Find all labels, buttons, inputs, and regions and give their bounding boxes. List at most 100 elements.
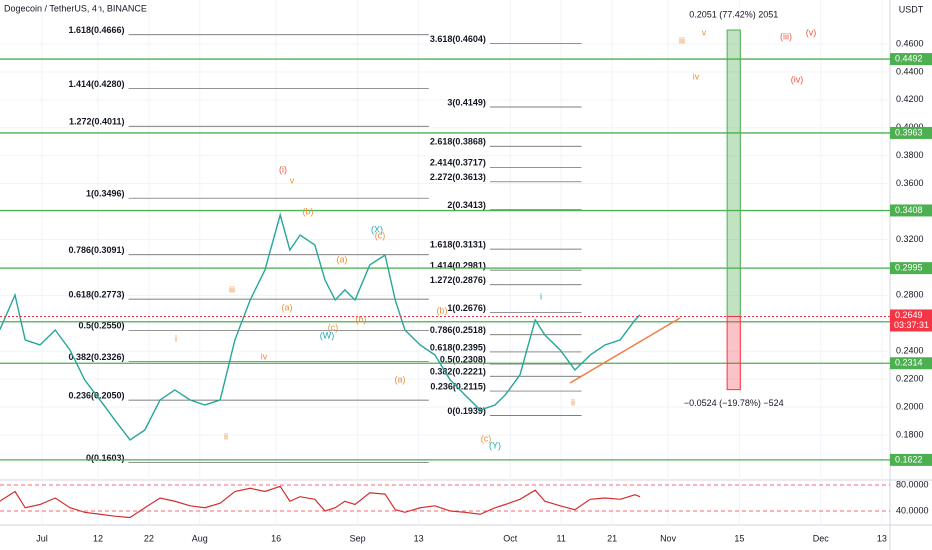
fib-label: 0.618(0.2395): [430, 342, 486, 352]
wave-label: ii: [224, 431, 228, 441]
price-line: [0, 212, 641, 441]
fib-label: 0.236(0.2115): [430, 381, 486, 391]
wave-label: (c): [375, 230, 386, 240]
y-tick-label: 0.3200: [896, 234, 924, 244]
stop-zone: [726, 315, 741, 391]
y-tick-label: 0.4200: [896, 94, 924, 104]
y-tick-label: 0.1800: [896, 429, 924, 439]
header-title: Dogecoin / TetherUS, 4h, BINANCE: [4, 3, 147, 13]
x-tick-label: Nov: [660, 533, 677, 543]
wave-label: (b): [303, 206, 314, 216]
level-tag: [890, 262, 932, 275]
x-tick-label: 15: [734, 533, 744, 543]
rsi-tick-label: 80.0000: [896, 479, 929, 489]
level-tag-label: 0.4492: [895, 53, 923, 63]
y-tick-label: 0.3600: [896, 178, 924, 188]
fib-label: 1.414(0.2981): [430, 260, 486, 270]
rsi-tick-label: 40.0000: [896, 505, 929, 515]
x-tick-label: 16: [271, 533, 281, 543]
stop-label: −0.0524 (−19.78%) −524: [684, 398, 784, 408]
y-tick-label: 0.2400: [896, 346, 924, 356]
fib-label: 1.272(0.4011): [69, 117, 125, 127]
currency: USDT: [899, 4, 924, 14]
fib-label: 1.618(0.3131): [430, 240, 486, 250]
wave-label: (c): [328, 322, 339, 332]
target-label: 0.2051 (77.42%) 2051: [689, 9, 778, 19]
wave-label: (W): [320, 330, 335, 340]
x-tick-label: 13: [877, 533, 887, 543]
wave-label: (v): [806, 27, 817, 37]
fib-label: 0(0.1939): [447, 406, 486, 416]
level-tag: [890, 204, 932, 217]
wave-label: iii: [229, 284, 235, 294]
fib-label: 0.786(0.2518): [430, 325, 486, 335]
level-tag: [890, 53, 932, 66]
wave-label: i: [175, 333, 177, 343]
wave-label: (i): [279, 164, 287, 174]
level-tag-label: 0.3963: [895, 127, 923, 137]
x-tick-label: 22: [144, 533, 154, 543]
y-tick-label: 0.3800: [896, 150, 924, 160]
wave-label: (iv): [791, 74, 804, 84]
wave-label: (iii): [780, 31, 792, 41]
wave-label: (a): [395, 374, 406, 384]
fib-label: 2.414(0.3717): [430, 158, 486, 168]
wave-label: ii: [571, 397, 575, 407]
x-tick-label: 13: [414, 533, 424, 543]
y-tick-label: 0.2200: [896, 374, 924, 384]
fib-label: 0.382(0.2221): [430, 367, 486, 377]
x-tick-label: Dec: [813, 533, 830, 543]
wave-label: (Y): [489, 440, 501, 450]
x-tick-label: Jul: [36, 533, 48, 543]
x-tick-label: 11: [557, 533, 566, 543]
level-tag: [890, 453, 932, 466]
wave-label: (a): [337, 254, 348, 264]
y-tick-label: 0.4600: [896, 38, 924, 48]
fib-label: 0.618(0.2773): [68, 290, 124, 300]
fib-label: 0.382(0.2326): [68, 352, 124, 362]
wave-label: iii: [679, 35, 685, 45]
y-tick-label: 0.4400: [896, 66, 924, 76]
fib-label: 0.5(0.2550): [78, 321, 124, 331]
level-tag-label: 0.3408: [895, 205, 923, 215]
fib-label: 2(0.3413): [447, 200, 486, 210]
fib-label: 1(0.2676): [447, 303, 486, 313]
x-tick-label: Aug: [192, 533, 208, 543]
wave-label: (X): [371, 224, 383, 234]
level-tag: [890, 126, 932, 139]
fib-label: 1.618(0.4666): [68, 25, 124, 35]
fib-label: 1.414(0.4280): [68, 79, 124, 89]
y-tick-label: 0.2800: [896, 290, 924, 300]
countdown: 03:37:31: [894, 320, 929, 330]
fib-label: 3(0.4149): [447, 97, 486, 107]
wave-label: v: [290, 175, 295, 185]
fib-label: 1(0.3496): [86, 189, 125, 199]
current-price: 0.2649: [895, 310, 923, 320]
x-tick-label: 12: [93, 533, 103, 543]
x-tick-label: Oct: [503, 533, 518, 543]
fib-label: 3.618(0.4604): [430, 34, 486, 44]
trendline: [569, 317, 681, 384]
wave-label: v: [702, 27, 707, 37]
wave-label: iv: [693, 71, 700, 81]
wave-label: iv: [261, 351, 268, 361]
wave-label: (c): [481, 433, 492, 443]
fib-label: 1.272(0.2876): [430, 275, 486, 285]
current-tag: [890, 309, 932, 332]
wave-label: (b): [437, 305, 448, 315]
level-tag-label: 0.2314: [895, 358, 923, 368]
wave-label: i: [540, 291, 542, 301]
fib-label: 0(0.1603): [86, 453, 125, 463]
y-tick-label: 0.2000: [896, 401, 924, 411]
wave-label: (a): [282, 302, 293, 312]
fib-label: 2.272(0.3613): [430, 172, 486, 182]
fib-label: 0.5(0.2308): [440, 354, 486, 364]
x-tick-label: 21: [607, 533, 617, 543]
rsi-line: [0, 485, 641, 519]
target-zone: [726, 29, 741, 317]
fib-label: 2.618(0.3868): [430, 137, 486, 147]
x-tick-label: Sep: [350, 533, 366, 543]
wave-label: (b): [356, 314, 367, 324]
